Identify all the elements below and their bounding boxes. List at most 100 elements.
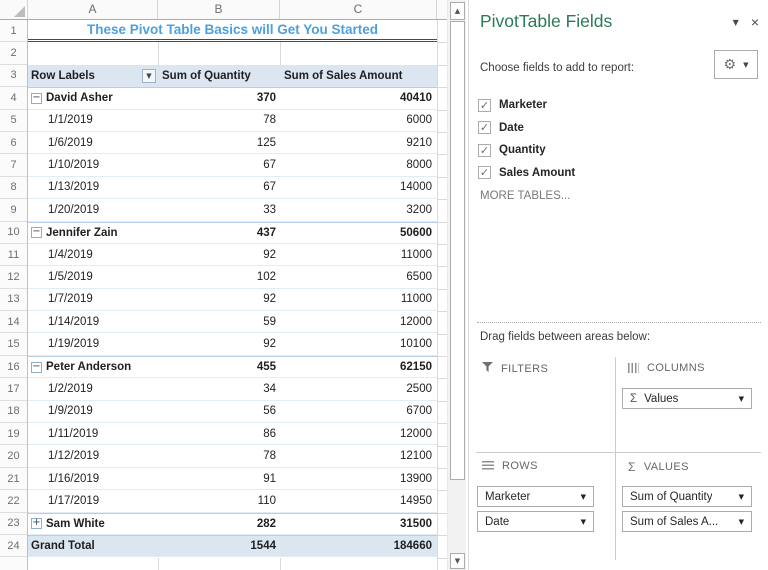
row-number-cell[interactable]: 3: [0, 65, 27, 88]
row-number-cell[interactable]: 16: [0, 356, 27, 379]
row-number-cell[interactable]: 1: [0, 20, 27, 43]
sales-cell[interactable]: 50600: [400, 226, 432, 239]
sales-cell[interactable]: 12000: [400, 427, 432, 440]
pivot-row[interactable]: 1/11/2019 86 12000: [28, 423, 437, 446]
quantity-cell[interactable]: 110: [257, 494, 276, 507]
pivot-row[interactable]: 1/19/2019 92 10100: [28, 333, 437, 356]
row-label-cell[interactable]: − Jennifer Zain: [28, 227, 158, 239]
quantity-cell[interactable]: 78: [263, 114, 276, 127]
quantity-cell[interactable]: 92: [263, 293, 276, 306]
quantity-cell[interactable]: 370: [256, 92, 276, 105]
quantity-cell[interactable]: 102: [256, 271, 276, 283]
column-header-c[interactable]: C: [280, 0, 437, 19]
row-label-cell[interactable]: 1/16/2019: [28, 473, 158, 485]
field-pill-values[interactable]: Σ Values ▼: [622, 388, 752, 409]
pivot-row[interactable]: + Sam White 282 31500: [28, 512, 437, 535]
row-labels-header-cell[interactable]: Row Labels ▼: [28, 68, 158, 83]
column-header-b[interactable]: B: [158, 0, 280, 19]
field-item-marketer[interactable]: ✓ Marketer: [478, 94, 758, 117]
pivot-row[interactable]: 1/20/2019 33 3200: [28, 199, 437, 222]
pane-close-icon[interactable]: ×: [750, 14, 759, 30]
field-item-quantity[interactable]: ✓ Quantity: [478, 139, 758, 162]
quantity-cell[interactable]: 78: [263, 450, 276, 463]
row-label-cell[interactable]: 1/11/2019: [28, 428, 158, 440]
row-label-cell[interactable]: 1/13/2019: [28, 181, 158, 193]
checkbox[interactable]: ✓: [478, 121, 491, 135]
pivot-row[interactable]: 1/4/2019 92 11000: [28, 244, 437, 267]
row-number-cell[interactable]: 5: [0, 110, 27, 132]
pivot-row[interactable]: 1/16/2019 91 13900: [28, 468, 437, 491]
row-label-cell[interactable]: 1/19/2019: [28, 338, 158, 350]
row-label-cell[interactable]: 1/9/2019: [28, 405, 158, 417]
pivot-row[interactable]: 1/14/2019 59 12000: [28, 311, 437, 334]
pivot-row[interactable]: 1/7/2019 92 11000: [28, 289, 437, 312]
row-label-cell[interactable]: 1/12/2019: [28, 450, 158, 462]
row-number-cell[interactable]: 6: [0, 132, 27, 155]
row-number-cell[interactable]: 14: [0, 311, 27, 334]
quantity-cell[interactable]: 125: [256, 136, 276, 149]
values-dropzone[interactable]: Sum of Quantity ▼ Sum of Sales A... ▼: [622, 486, 752, 532]
sales-cell[interactable]: 6700: [406, 405, 432, 418]
row-label-cell[interactable]: Grand Total: [28, 540, 158, 552]
pivot-row[interactable]: 1/13/2019 67 14000: [28, 177, 437, 200]
sales-cell[interactable]: 11000: [400, 293, 432, 306]
sales-cell[interactable]: 62150: [400, 361, 432, 374]
row-label-cell[interactable]: 1/5/2019: [28, 271, 158, 283]
quantity-cell[interactable]: 92: [263, 248, 276, 261]
sales-cell[interactable]: 6500: [406, 271, 432, 283]
row-label-cell[interactable]: 1/17/2019: [28, 495, 158, 507]
quantity-cell[interactable]: 1544: [250, 540, 276, 553]
checkbox[interactable]: ✓: [478, 166, 491, 180]
pivot-row[interactable]: 1/12/2019 78 12100: [28, 445, 437, 468]
collapse-icon[interactable]: −: [31, 92, 42, 104]
row-label-cell[interactable]: 1/6/2019: [28, 137, 158, 149]
collapse-icon[interactable]: −: [31, 226, 42, 239]
sales-cell[interactable]: 8000: [406, 159, 432, 172]
quantity-cell[interactable]: 91: [263, 472, 276, 485]
rows-dropzone[interactable]: Marketer ▼ Date ▼: [477, 486, 594, 532]
row-number-cell[interactable]: 20: [0, 445, 27, 468]
quantity-cell[interactable]: 67: [263, 181, 276, 194]
pivot-row[interactable]: 1/9/2019 56 6700: [28, 401, 437, 424]
field-pill-marketer[interactable]: Marketer ▼: [477, 486, 594, 507]
sales-cell[interactable]: 11000: [400, 248, 432, 261]
sales-cell[interactable]: 2500: [406, 382, 432, 395]
scroll-down-button[interactable]: ▼: [450, 553, 465, 569]
checkbox[interactable]: ✓: [478, 98, 491, 112]
row-label-cell[interactable]: 1/4/2019: [28, 249, 158, 261]
pane-options-chevron-icon[interactable]: ▼: [732, 17, 739, 27]
sheet-title-cell[interactable]: These Pivot Table Basics will Get You St…: [28, 20, 437, 43]
checkbox[interactable]: ✓: [478, 143, 491, 157]
row-number-cell[interactable]: 9: [0, 199, 27, 222]
quantity-cell[interactable]: 86: [263, 427, 276, 440]
vertical-scrollbar[interactable]: ▲ ▼: [447, 0, 466, 570]
pivot-row[interactable]: 1/5/2019 102 6500: [28, 266, 437, 289]
row-number-cell[interactable]: 8: [0, 177, 27, 200]
row-number-cell[interactable]: 13: [0, 289, 27, 312]
tools-gear-button[interactable]: ⚙ ▼: [714, 50, 758, 79]
sales-cell[interactable]: 6000: [406, 114, 432, 127]
column-header-a[interactable]: A: [28, 0, 158, 19]
pivot-row[interactable]: 1/6/2019 125 9210: [28, 132, 437, 155]
row-labels-filter-button[interactable]: ▼: [142, 68, 156, 83]
sales-cell[interactable]: 10100: [400, 338, 432, 351]
sales-cell[interactable]: 9210: [406, 136, 432, 149]
sales-cell[interactable]: 13900: [400, 472, 432, 485]
quantity-cell[interactable]: 59: [263, 315, 276, 328]
pivot-row[interactable]: 1/1/2019 78 6000: [28, 110, 437, 132]
row-label-cell[interactable]: − Peter Anderson: [28, 361, 158, 373]
row-label-cell[interactable]: − David Asher: [28, 92, 158, 104]
field-pill-sum-of-quantity[interactable]: Sum of Quantity ▼: [622, 486, 752, 507]
field-item-date[interactable]: ✓ Date: [478, 117, 758, 140]
sales-cell[interactable]: 3200: [406, 203, 432, 216]
row-number-cell[interactable]: 19: [0, 423, 27, 446]
row-number-cell[interactable]: 11: [0, 244, 27, 267]
row-number-cell[interactable]: 22: [0, 490, 27, 513]
row-number-cell[interactable]: 17: [0, 378, 27, 401]
row-number-cell[interactable]: 18: [0, 401, 27, 424]
quantity-cell[interactable]: 437: [256, 226, 276, 239]
quantity-cell[interactable]: 56: [263, 405, 276, 418]
expand-icon[interactable]: +: [31, 517, 42, 530]
scrollbar-thumb[interactable]: [450, 21, 465, 480]
row-label-cell[interactable]: + Sam White: [28, 518, 158, 530]
